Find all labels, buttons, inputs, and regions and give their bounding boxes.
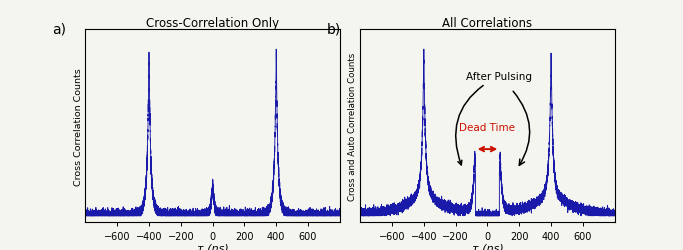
Text: a): a) [53, 22, 66, 36]
X-axis label: τ (ns): τ (ns) [197, 243, 229, 250]
Y-axis label: Cross Correlation Counts: Cross Correlation Counts [74, 68, 83, 185]
Text: After Pulsing: After Pulsing [456, 72, 531, 165]
X-axis label: τ (ns): τ (ns) [471, 243, 503, 250]
Text: Dead Time: Dead Time [460, 123, 516, 133]
Y-axis label: Cross and Auto Correlation Counts: Cross and Auto Correlation Counts [348, 52, 357, 200]
Title: Cross-Correlation Only: Cross-Correlation Only [146, 17, 279, 30]
Title: All Correlations: All Correlations [443, 17, 533, 30]
Text: b): b) [327, 22, 342, 36]
